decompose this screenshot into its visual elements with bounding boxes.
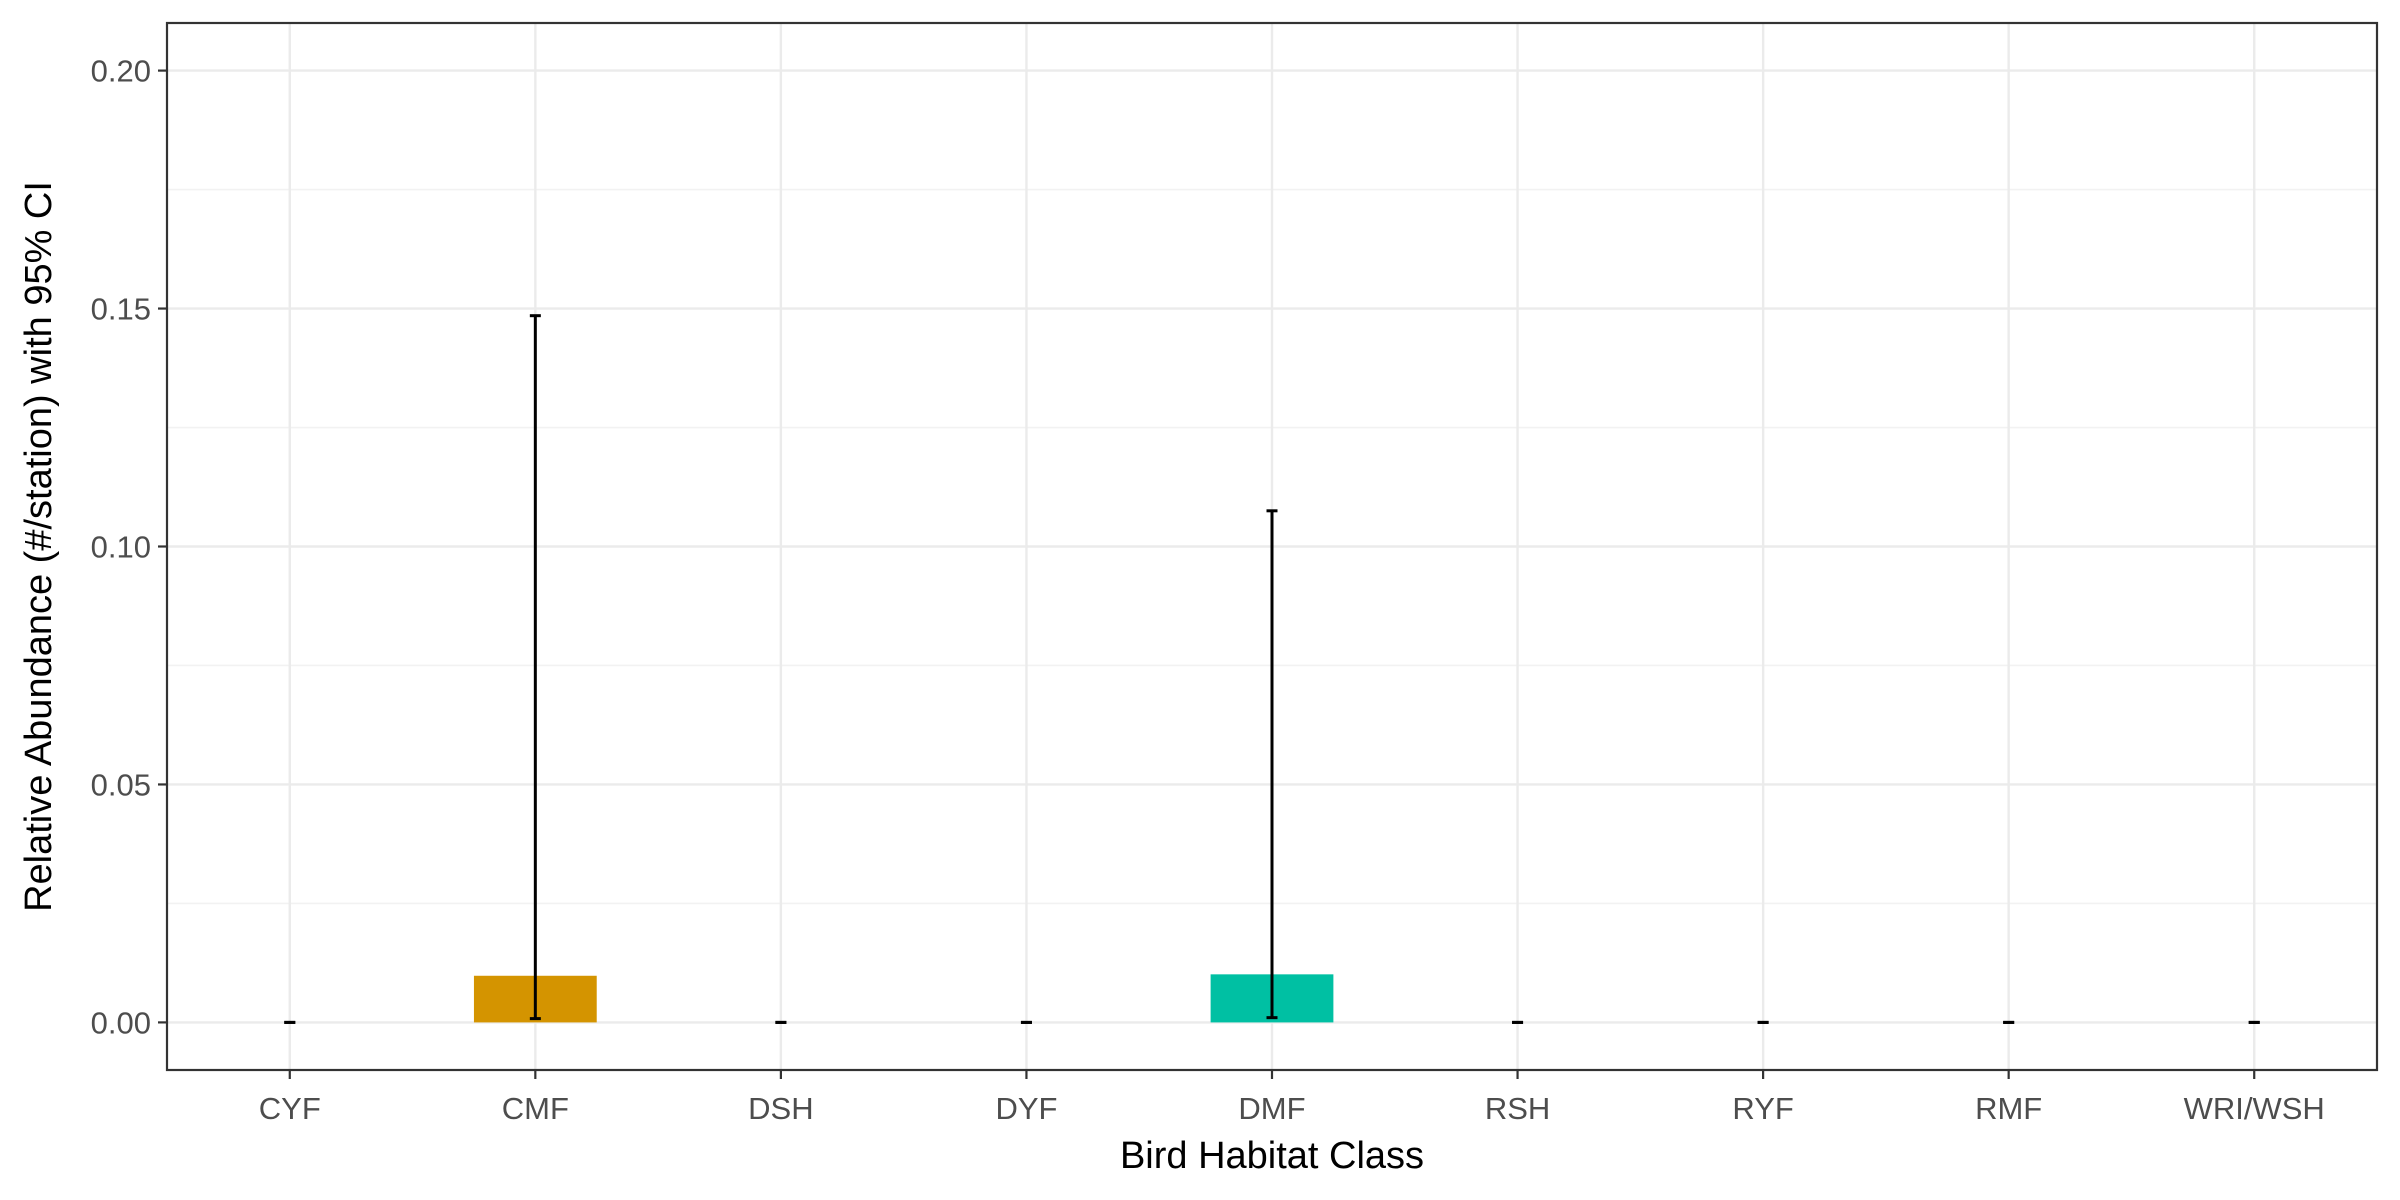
x-axis-title: Bird Habitat Class <box>1120 1135 1424 1177</box>
x-tick-label: WRI/WSH <box>2184 1091 2325 1126</box>
x-tick-label: CMF <box>502 1091 569 1126</box>
error-bar-dmf <box>1266 509 1278 1020</box>
y-tick-label: 0.00 <box>91 1005 151 1040</box>
x-tick-label: RMF <box>1975 1091 2042 1126</box>
x-tick-label: CYF <box>259 1091 321 1126</box>
x-axis: CYF CMF DSH DYF DMF RSH RYF RMF WRI/WSH <box>259 1070 2325 1126</box>
x-tick-label: DSH <box>748 1091 813 1126</box>
error-bars <box>284 314 2260 1024</box>
error-bar-cmf <box>529 314 541 1021</box>
y-axis: 0.00 0.05 0.10 0.15 0.20 <box>91 54 167 1040</box>
x-tick-label: RYF <box>1732 1091 1793 1126</box>
y-axis-title: Relative Abundance (#/station) with 95% … <box>18 181 60 912</box>
x-tick-label: RSH <box>1485 1091 1550 1126</box>
x-tick-label: DYF <box>995 1091 1057 1126</box>
y-tick-label: 0.20 <box>91 54 151 89</box>
y-tick-label: 0.05 <box>91 767 151 802</box>
y-tick-label: 0.15 <box>91 292 151 327</box>
x-tick-label: DMF <box>1238 1091 1305 1126</box>
y-tick-label: 0.10 <box>91 530 151 565</box>
